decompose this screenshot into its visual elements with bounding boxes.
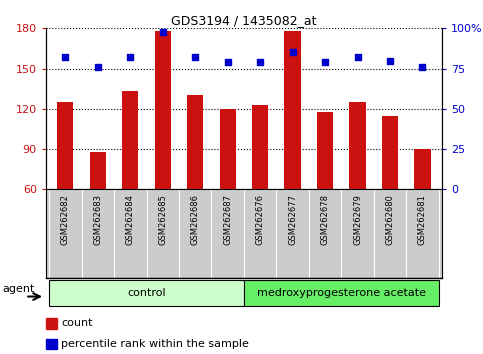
Text: count: count <box>61 318 93 329</box>
FancyBboxPatch shape <box>49 280 244 307</box>
Bar <box>57 102 73 189</box>
Text: percentile rank within the sample: percentile rank within the sample <box>61 339 249 349</box>
Text: GSM262684: GSM262684 <box>126 194 135 245</box>
Bar <box>155 31 171 189</box>
Text: GSM262683: GSM262683 <box>93 194 102 245</box>
Title: GDS3194 / 1435082_at: GDS3194 / 1435082_at <box>171 14 317 27</box>
Point <box>94 64 102 70</box>
FancyBboxPatch shape <box>244 280 439 307</box>
Text: agent: agent <box>2 284 35 295</box>
Point <box>289 50 297 55</box>
Point <box>159 29 167 34</box>
Bar <box>122 91 139 189</box>
Text: GSM262681: GSM262681 <box>418 194 427 245</box>
Bar <box>382 115 398 189</box>
Bar <box>187 96 203 189</box>
Text: GSM262682: GSM262682 <box>61 194 70 245</box>
Point <box>191 55 199 60</box>
Point <box>354 55 361 60</box>
Point <box>127 55 134 60</box>
Point <box>386 58 394 63</box>
Text: GSM262687: GSM262687 <box>223 194 232 245</box>
Text: GSM262685: GSM262685 <box>158 194 167 245</box>
Bar <box>317 112 333 189</box>
Bar <box>284 31 301 189</box>
Text: GSM262679: GSM262679 <box>353 194 362 245</box>
Bar <box>414 149 430 189</box>
Bar <box>90 152 106 189</box>
Bar <box>252 105 268 189</box>
Point <box>419 64 426 70</box>
Point <box>256 59 264 65</box>
Text: GSM262678: GSM262678 <box>321 194 329 245</box>
Text: GSM262676: GSM262676 <box>256 194 265 245</box>
Text: control: control <box>127 288 166 298</box>
Text: GSM262686: GSM262686 <box>191 194 199 245</box>
Text: medroxyprogesterone acetate: medroxyprogesterone acetate <box>257 288 426 298</box>
Point <box>61 55 69 60</box>
Point <box>224 59 231 65</box>
Text: GSM262680: GSM262680 <box>385 194 395 245</box>
Point <box>321 59 329 65</box>
Bar <box>349 102 366 189</box>
Text: GSM262677: GSM262677 <box>288 194 297 245</box>
Bar <box>220 109 236 189</box>
